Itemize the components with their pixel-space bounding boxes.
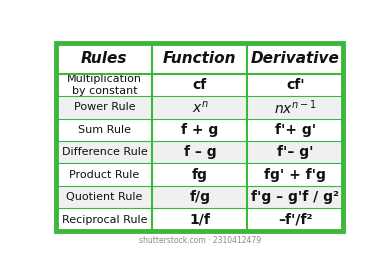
Text: –f'/f²: –f'/f² [278, 213, 313, 227]
Text: Sum Rule: Sum Rule [78, 125, 131, 135]
Text: Product Rule: Product Rule [69, 170, 140, 180]
Text: Power Rule: Power Rule [74, 102, 135, 112]
Text: f'+ g': f'+ g' [275, 123, 316, 137]
Text: f/g: f/g [190, 190, 210, 204]
Text: cf': cf' [286, 78, 305, 92]
Bar [56, 186, 344, 208]
Text: $nx^{n-1}$: $nx^{n-1}$ [274, 98, 317, 117]
Text: 1/f: 1/f [190, 213, 210, 227]
Text: fg' + f'g: fg' + f'g [264, 168, 326, 182]
Bar [56, 74, 344, 96]
Bar [56, 96, 344, 118]
Text: f + g: f + g [181, 123, 218, 137]
Text: Difference Rule: Difference Rule [62, 147, 147, 157]
Text: cf: cf [193, 78, 207, 92]
Text: Multiplication
by constant: Multiplication by constant [67, 74, 142, 96]
Text: Quotient Rule: Quotient Rule [66, 192, 143, 202]
Text: $x^n$: $x^n$ [191, 99, 208, 115]
Bar [56, 118, 344, 141]
Text: f – g: f – g [184, 145, 216, 159]
Text: Rules: Rules [81, 51, 128, 66]
Text: f'g – g'f / g²: f'g – g'f / g² [251, 190, 339, 204]
Text: fg: fg [192, 168, 208, 182]
Bar [56, 208, 344, 231]
Bar [56, 164, 344, 186]
Text: Function: Function [163, 51, 237, 66]
Text: shutterstock.com · 2310412479: shutterstock.com · 2310412479 [139, 236, 261, 245]
Text: Derivative: Derivative [251, 51, 340, 66]
Bar [56, 141, 344, 164]
Text: Reciprocal Rule: Reciprocal Rule [62, 215, 147, 225]
Text: f'– g': f'– g' [277, 145, 314, 159]
